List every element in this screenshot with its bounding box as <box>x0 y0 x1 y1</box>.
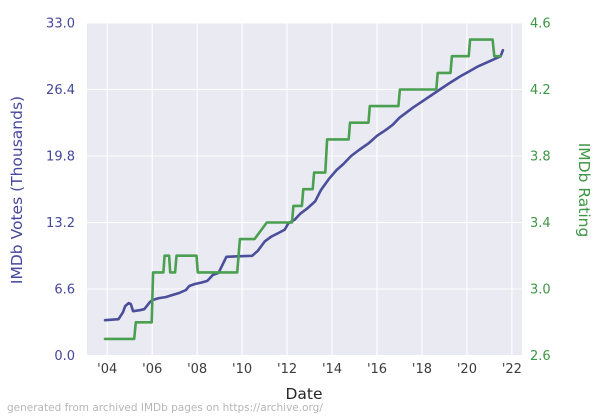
x-axis-tick-label: '22 <box>502 362 522 377</box>
x-axis-tick-label: '08 <box>187 362 207 377</box>
x-axis-tick-label: '06 <box>142 362 162 377</box>
left-axis-tick-label: 19.8 <box>46 150 75 165</box>
right-axis-tick-label: 4.6 <box>530 17 551 32</box>
right-axis-tick-label: 4.2 <box>530 83 551 98</box>
x-axis-tick-label: '18 <box>412 362 432 377</box>
x-axis-tick-label: '04 <box>97 362 117 377</box>
x-axis-tick-label: '20 <box>457 362 477 377</box>
right-axis-tick-label: 3.8 <box>530 150 551 165</box>
right-axis-title: IMDb Rating <box>575 142 593 238</box>
series-imdb-votes-thousands <box>103 48 505 322</box>
left-axis-tick-label: 6.6 <box>54 283 75 298</box>
right-axis-tick-label: 3.4 <box>530 216 551 231</box>
x-axis-tick-label: '16 <box>367 362 387 377</box>
left-axis-tick-label: 26.4 <box>46 83 75 98</box>
x-axis-tick-label: '12 <box>277 362 297 377</box>
x-axis-tick-label: '10 <box>232 362 252 377</box>
x-axis-tick-label: '14 <box>322 362 342 377</box>
left-axis-tick-label: 0.0 <box>54 349 75 364</box>
attribution-note: generated from archived IMDb pages on ht… <box>7 402 323 414</box>
left-axis-tick-label: 13.2 <box>46 216 75 231</box>
left-axis-title: IMDb Votes (Thousands) <box>8 95 26 285</box>
right-axis-tick-label: 2.6 <box>530 349 551 364</box>
left-axis-tick-label: 33.0 <box>46 17 75 32</box>
series-imdb-rating <box>103 38 502 341</box>
right-axis-tick-label: 3.0 <box>530 283 551 298</box>
x-axis-title: Date <box>285 385 323 403</box>
